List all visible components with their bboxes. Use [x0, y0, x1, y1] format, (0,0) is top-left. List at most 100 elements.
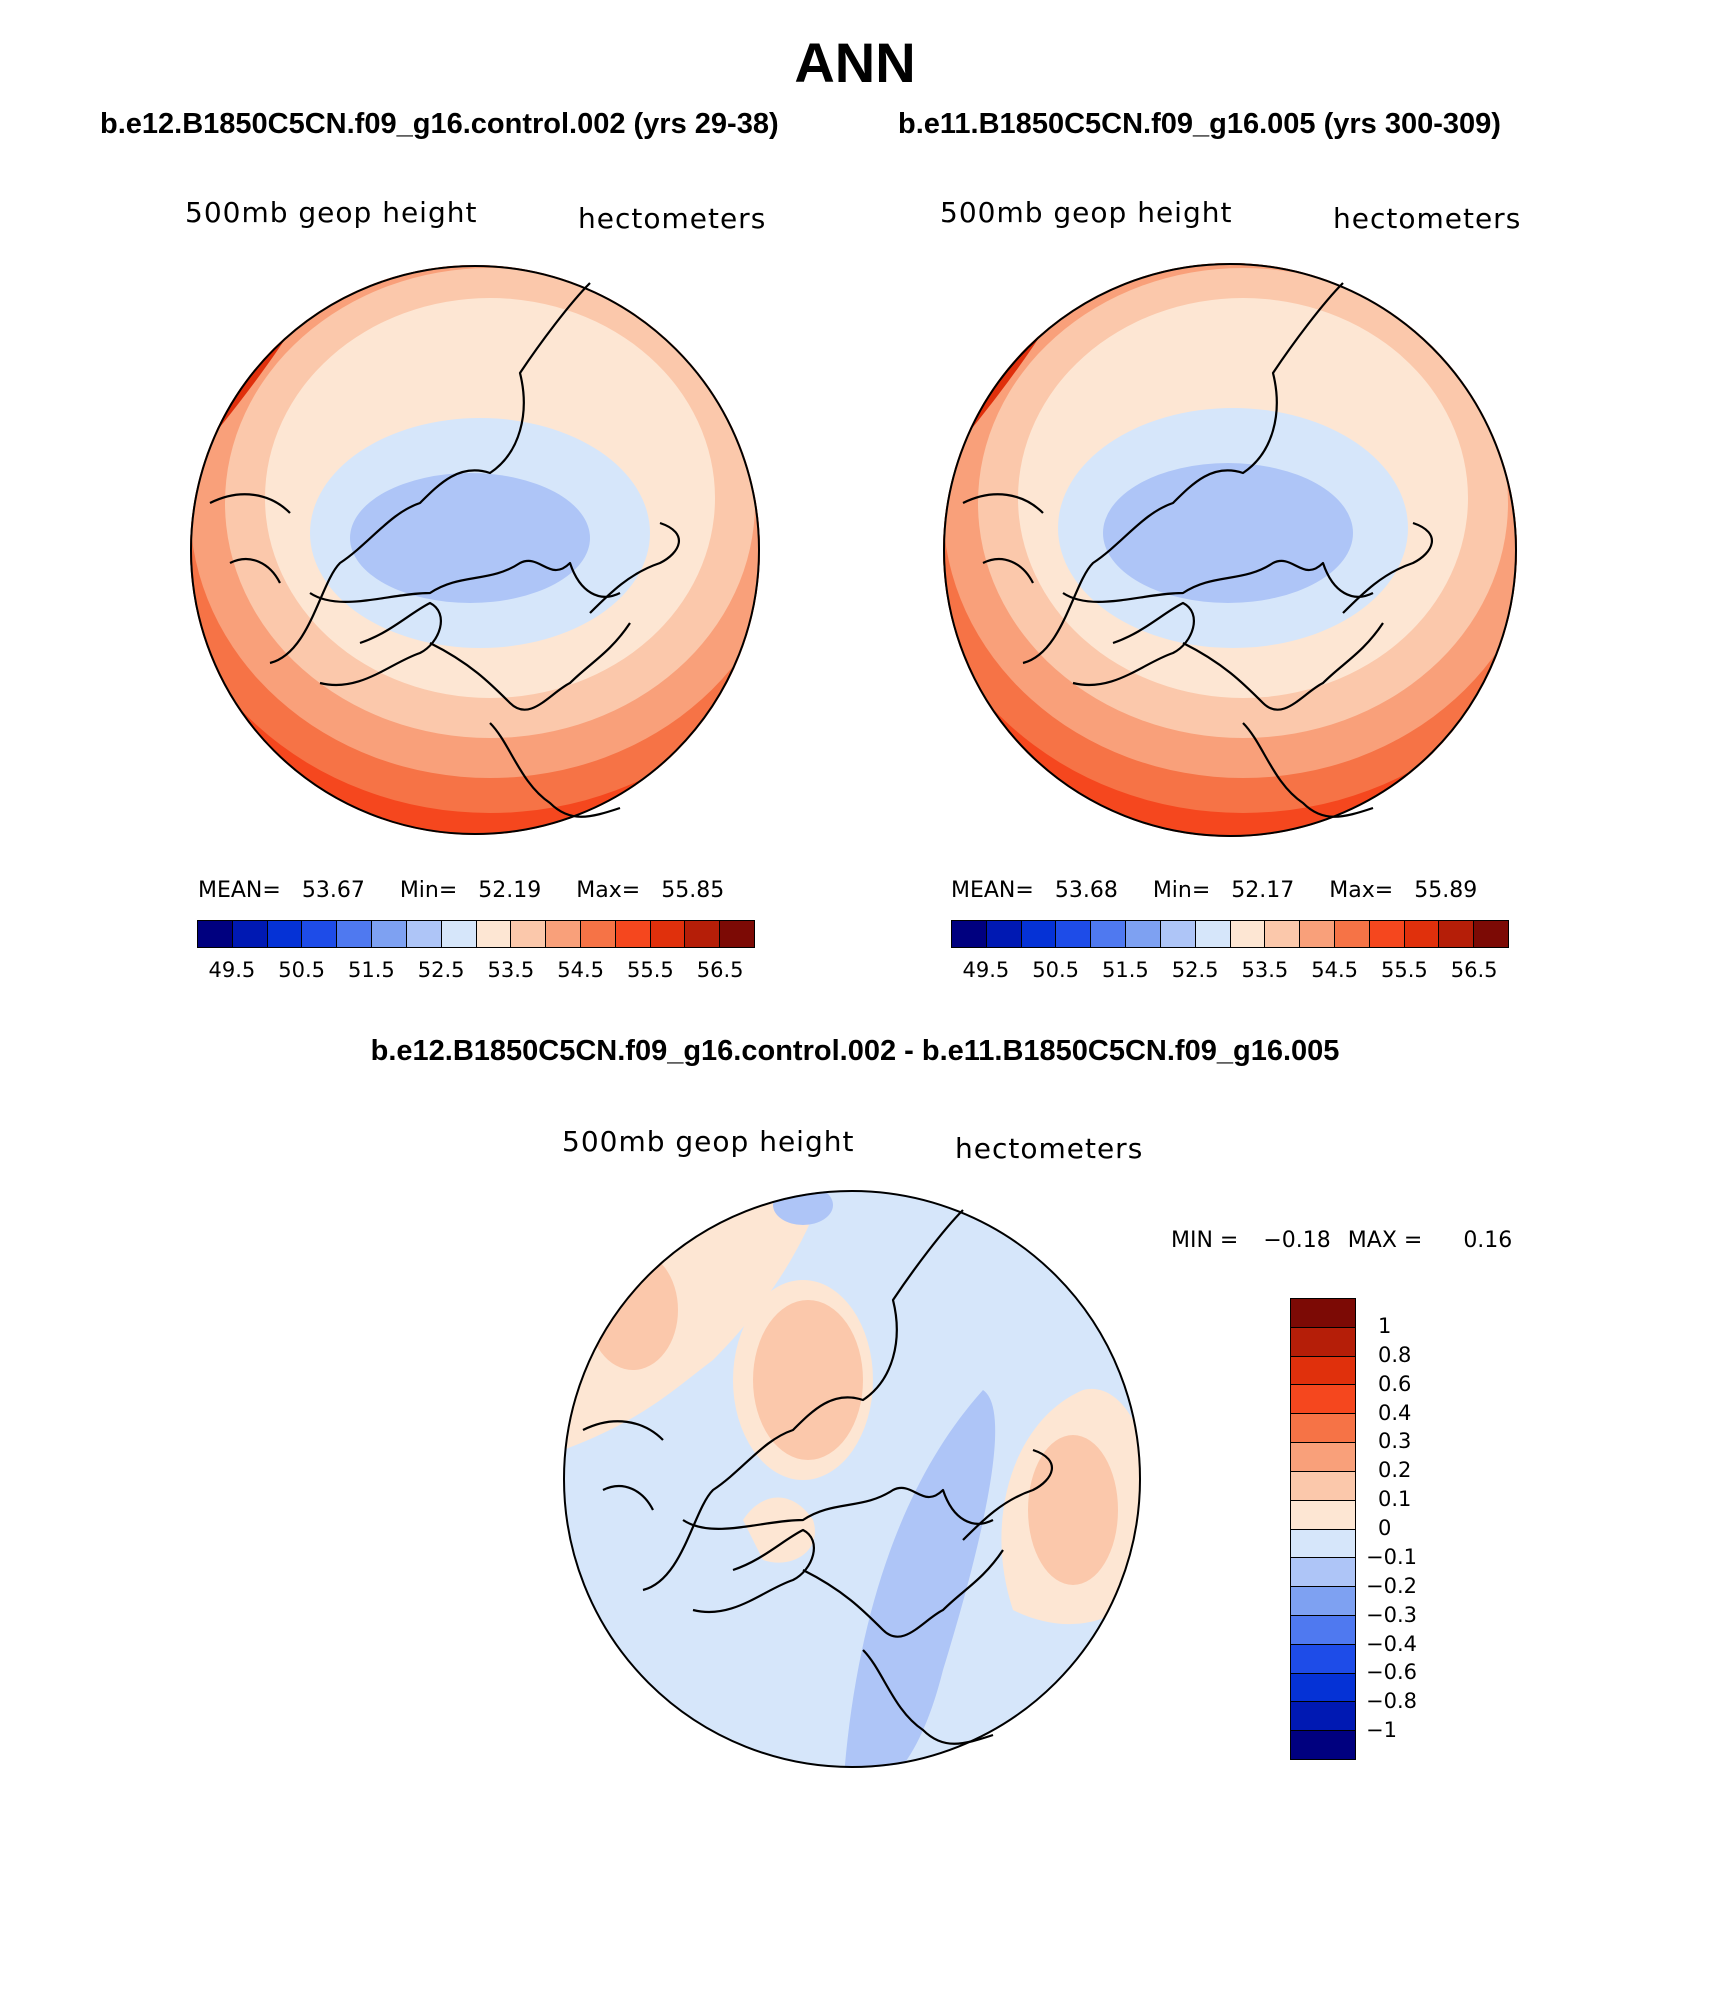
- right-colorbar-tick-label: 56.5: [1450, 958, 1498, 982]
- left-colorbar-tick-label: 51.5: [347, 958, 395, 982]
- left-colorbar-swatch: [580, 921, 616, 947]
- left-colorbar-swatch: [650, 921, 686, 947]
- left-colorbar-swatch: [511, 921, 547, 947]
- left-colorbar-swatch: [615, 921, 651, 947]
- diff-colorbar-swatch: [1291, 1644, 1355, 1674]
- left-colorbar-tick-label: 54.5: [557, 958, 605, 982]
- diff-units-label: hectometers: [955, 1132, 1144, 1165]
- left-colorbar-swatch: [232, 921, 268, 947]
- diff-colorbar-swatch: [1291, 1558, 1355, 1588]
- left-colorbar: [197, 920, 755, 948]
- right-min-label: Min=: [1152, 878, 1211, 903]
- diff-colorbar-tick-label: −1: [1366, 1718, 1397, 1743]
- right-colorbar-tick-label: 55.5: [1380, 958, 1428, 982]
- right-colorbar-tick-label: 51.5: [1101, 958, 1149, 982]
- right-stats: MEAN= 53.68 Min= 52.17 Max= 55.89: [951, 878, 1477, 903]
- right-colorbar-swatch: [1056, 921, 1092, 947]
- diff-colorbar-tick-label: 0.4: [1378, 1400, 1412, 1425]
- left-colorbar-ticks: 49.5 50.5 51.5 52.5 53.5 54.5 55.5 56.5: [197, 958, 755, 986]
- diff-colorbar-swatch: [1291, 1500, 1355, 1530]
- right-colorbar-swatch: [1439, 921, 1475, 947]
- diff-max-label: MAX =: [1347, 1228, 1423, 1253]
- diff-colorbar-swatch: [1291, 1673, 1355, 1703]
- left-colorbar-tick-label: 55.5: [626, 958, 674, 982]
- diff-colorbar-tick-label: −0.4: [1366, 1631, 1417, 1656]
- left-colorbar-swatch: [406, 921, 442, 947]
- left-colorbar-swatch: [546, 921, 581, 947]
- diff-colorbar-tick-label: −0.6: [1366, 1660, 1417, 1685]
- right-colorbar-tick-label: 52.5: [1171, 958, 1219, 982]
- left-colorbar-swatch: [198, 921, 233, 947]
- right-colorbar-swatch: [986, 921, 1022, 947]
- right-max-value: 55.89: [1414, 878, 1478, 903]
- right-mean-label: MEAN=: [951, 878, 1034, 903]
- left-polar-map: [190, 265, 760, 835]
- diff-colorbar-tick-label: −0.8: [1366, 1689, 1417, 1714]
- right-colorbar: [951, 920, 1509, 948]
- diff-min-value: −0.18: [1263, 1228, 1331, 1253]
- right-polar-map: [943, 263, 1517, 837]
- difference-polar-map: [563, 1190, 1141, 1768]
- difference-colorbar-ticks: 1 0.8 0.6 0.4 0.3 0.2 0.1 0 −0.1 −0.2 −0.3 −0.4 −0.6…: [1366, 1298, 1452, 1760]
- difference-title: b.e12.B1850C5CN.f09_g16.control.002 - b.…: [370, 1035, 1340, 1067]
- left-mean-value: 53.67: [301, 878, 365, 903]
- diff-colorbar-swatch: [1291, 1471, 1355, 1501]
- figure-title: ANN: [794, 31, 916, 94]
- left-max-label: Max=: [576, 878, 641, 903]
- right-colorbar-swatch: [1369, 921, 1405, 947]
- left-colorbar-swatch: [267, 921, 303, 947]
- difference-colorbar: [1290, 1298, 1356, 1760]
- left-colorbar-swatch: [337, 921, 373, 947]
- diff-colorbar-swatch: [1291, 1299, 1355, 1328]
- right-colorbar-swatch: [1300, 921, 1335, 947]
- left-colorbar-tick-label: 50.5: [278, 958, 326, 982]
- left-colorbar-swatch: [302, 921, 338, 947]
- right-colorbar-swatch: [952, 921, 987, 947]
- right-colorbar-swatch: [1334, 921, 1370, 947]
- left-colorbar-tick-label: 53.5: [487, 958, 535, 982]
- left-colorbar-tick-label: 52.5: [417, 958, 465, 982]
- left-colorbar-tick-label: 49.5: [208, 958, 256, 982]
- left-variable-label: 500mb geop height: [185, 196, 478, 229]
- left-colorbar-swatch: [441, 921, 477, 947]
- right-colorbar-swatch: [1195, 921, 1231, 947]
- left-case-title: b.e12.B1850C5CN.f09_g16.control.002 (yrs…: [100, 108, 779, 140]
- left-min-label: Min=: [399, 878, 458, 903]
- diff-colorbar-tick-label: 1: [1378, 1313, 1392, 1338]
- right-colorbar-tick-label: 54.5: [1311, 958, 1359, 982]
- right-case-title: b.e11.B1850C5CN.f09_g16.005 (yrs 300-309…: [898, 108, 1501, 140]
- right-colorbar-swatch: [1474, 921, 1508, 947]
- right-colorbar-swatch: [1091, 921, 1127, 947]
- left-units-label: hectometers: [578, 202, 767, 235]
- diff-colorbar-swatch: [1291, 1731, 1355, 1759]
- right-variable-label: 500mb geop height: [940, 196, 1233, 229]
- right-colorbar-swatch: [1265, 921, 1301, 947]
- left-mean-label: MEAN=: [198, 878, 281, 903]
- left-stats: MEAN= 53.67 Min= 52.19 Max= 55.85: [198, 878, 724, 903]
- right-colorbar-swatch: [1021, 921, 1057, 947]
- diff-min-label: MIN =: [1171, 1228, 1239, 1253]
- right-colorbar-swatch: [1230, 921, 1266, 947]
- left-colorbar-tick-label: 56.5: [696, 958, 744, 982]
- right-colorbar-swatch: [1126, 921, 1161, 947]
- diff-colorbar-tick-label: −0.3: [1366, 1602, 1417, 1627]
- diff-colorbar-tick-label: 0.2: [1378, 1458, 1412, 1483]
- diff-colorbar-swatch: [1291, 1615, 1355, 1645]
- right-colorbar-swatch: [1404, 921, 1440, 947]
- diff-colorbar-swatch: [1291, 1702, 1355, 1732]
- diff-variable-label: 500mb geop height: [562, 1125, 855, 1158]
- diff-stats: MIN = −0.18 MAX = 0.16: [1171, 1228, 1512, 1253]
- diff-colorbar-swatch: [1291, 1529, 1355, 1559]
- right-mean-value: 53.68: [1054, 878, 1118, 903]
- diff-colorbar-swatch: [1291, 1327, 1355, 1357]
- diff-colorbar-swatch: [1291, 1356, 1355, 1386]
- diff-colorbar-swatch: [1291, 1385, 1355, 1415]
- diff-colorbar-swatch: [1291, 1443, 1355, 1472]
- right-max-label: Max=: [1329, 878, 1394, 903]
- diff-colorbar-tick-label: −0.2: [1366, 1573, 1417, 1598]
- right-colorbar-tick-label: 53.5: [1241, 958, 1289, 982]
- right-colorbar-ticks: 49.5 50.5 51.5 52.5 53.5 54.5 55.5 56.5: [951, 958, 1509, 986]
- left-colorbar-swatch: [720, 921, 754, 947]
- diff-colorbar-tick-label: 0.6: [1378, 1371, 1412, 1396]
- left-colorbar-swatch: [372, 921, 407, 947]
